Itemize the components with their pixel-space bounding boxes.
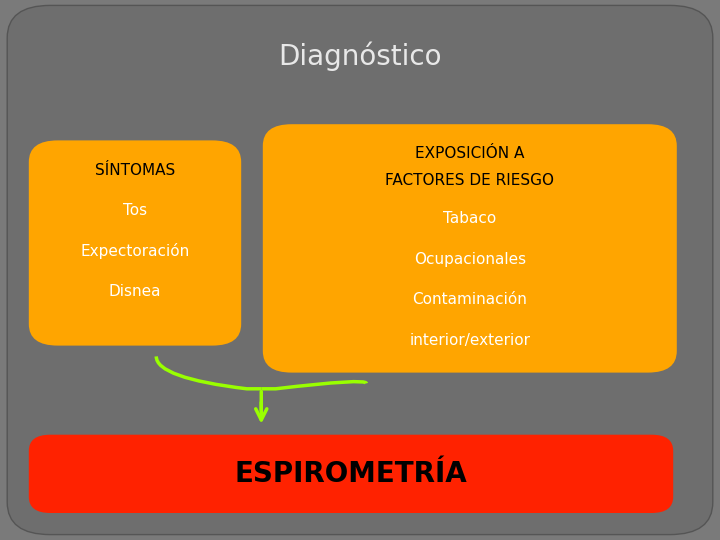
Text: Contaminación: Contaminación — [413, 292, 527, 307]
Text: FACTORES DE RIESGO: FACTORES DE RIESGO — [385, 173, 554, 188]
Text: interior/exterior: interior/exterior — [409, 333, 531, 348]
Text: SÍNTOMAS: SÍNTOMAS — [95, 163, 175, 178]
Text: Tos: Tos — [123, 203, 147, 218]
Text: Tabaco: Tabaco — [444, 211, 496, 226]
FancyBboxPatch shape — [7, 5, 713, 535]
FancyBboxPatch shape — [29, 140, 241, 346]
Text: EXPOSICIÓN A: EXPOSICIÓN A — [415, 146, 524, 161]
Text: Disnea: Disnea — [109, 284, 161, 299]
Text: Ocupacionales: Ocupacionales — [414, 252, 526, 267]
FancyBboxPatch shape — [263, 124, 677, 373]
Text: Diagnóstico: Diagnóstico — [278, 42, 442, 71]
Text: ESPIROMETRÍA: ESPIROMETRÍA — [235, 460, 467, 488]
Text: Expectoración: Expectoración — [81, 243, 189, 259]
FancyBboxPatch shape — [29, 435, 673, 513]
